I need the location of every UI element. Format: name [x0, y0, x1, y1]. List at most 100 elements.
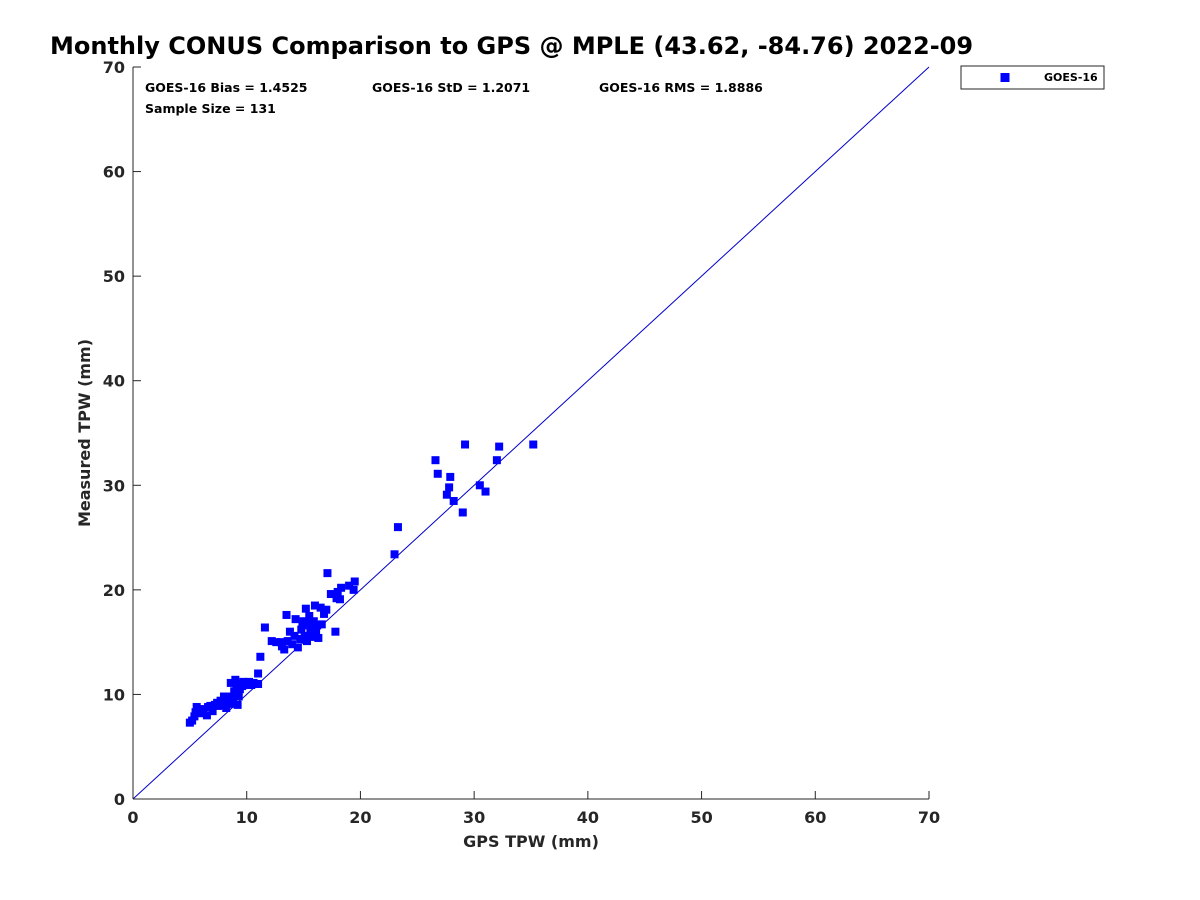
data-point	[335, 595, 344, 604]
data-point	[495, 442, 504, 451]
data-point	[214, 701, 223, 710]
data-point	[309, 617, 318, 626]
data-point	[313, 621, 322, 630]
y-tick-label: 70	[103, 58, 125, 77]
data-point	[216, 696, 225, 705]
data-point	[446, 472, 455, 481]
y-tick-label: 0	[114, 790, 125, 809]
data-point	[256, 652, 265, 661]
data-point	[199, 705, 208, 714]
legend: GOES-16	[960, 65, 1105, 90]
std-annotation: GOES-16 StD = 1.2071	[372, 80, 530, 95]
x-tick-label: 70	[918, 808, 940, 827]
x-tick-label: 60	[804, 808, 826, 827]
data-point	[433, 469, 442, 478]
x-axis-label: GPS TPW (mm)	[463, 832, 599, 851]
data-point	[308, 623, 317, 632]
y-axis-ticks: 0 10 20 30 40 50 60 70	[103, 58, 141, 809]
data-point	[229, 697, 238, 706]
x-tick-label: 20	[349, 808, 371, 827]
y-tick-label: 50	[103, 267, 125, 286]
data-point	[190, 712, 199, 721]
x-axis-ticks: 0 10 20 30 40 50 60 70	[127, 791, 940, 827]
data-point	[299, 617, 308, 626]
data-point	[290, 631, 299, 640]
x-tick-label: 40	[577, 808, 599, 827]
data-point	[320, 609, 329, 618]
data-point	[227, 692, 236, 701]
data-point	[206, 701, 215, 710]
data-point	[297, 625, 306, 634]
data-point	[300, 631, 309, 640]
data-point	[322, 605, 331, 614]
data-point	[314, 633, 323, 642]
legend-marker-goes-16	[1000, 73, 1010, 82]
data-point	[393, 523, 402, 532]
data-point	[390, 550, 399, 559]
data-point	[260, 623, 269, 632]
data-point	[282, 610, 291, 619]
sample-size-annotation: Sample Size = 131	[145, 101, 276, 116]
data-point	[349, 585, 358, 594]
data-point	[202, 711, 211, 720]
x-tick-label: 50	[690, 808, 712, 827]
data-point	[326, 590, 335, 599]
x-tick-label: 10	[236, 808, 258, 827]
data-point	[280, 645, 289, 654]
data-point	[272, 638, 281, 647]
data-point	[254, 679, 263, 688]
rms-annotation: GOES-16 RMS = 1.8886	[599, 80, 763, 95]
data-point	[475, 481, 484, 490]
data-point	[233, 700, 242, 709]
data-point	[317, 620, 326, 629]
data-point	[208, 707, 217, 716]
data-point	[323, 569, 332, 578]
chart-title: Monthly CONUS Comparison to GPS @ MPLE (…	[50, 32, 973, 60]
bias-annotation: GOES-16 Bias = 1.4525	[145, 80, 307, 95]
data-point	[305, 612, 314, 620]
legend-label-goes-16: GOES-16	[1044, 71, 1098, 84]
data-point	[529, 440, 538, 449]
data-point	[197, 709, 206, 718]
data-point	[296, 635, 305, 644]
y-tick-label: 20	[103, 581, 125, 600]
data-point	[223, 695, 232, 704]
y-tick-label: 30	[103, 476, 125, 495]
data-point	[307, 632, 316, 641]
y-tick-label: 10	[103, 685, 125, 704]
data-point	[445, 483, 454, 492]
data-point	[350, 577, 359, 586]
legend-box	[960, 65, 1105, 90]
data-point	[461, 440, 470, 449]
data-point	[276, 638, 285, 647]
data-point	[226, 678, 235, 687]
data-point	[431, 456, 440, 465]
data-point	[312, 628, 321, 637]
y-tick-label: 40	[103, 372, 125, 391]
identity-line-segment	[132, 66, 930, 800]
data-point	[333, 587, 342, 596]
data-point	[288, 640, 297, 649]
identity-line	[132, 66, 930, 800]
data-point	[345, 581, 354, 590]
data-point	[449, 496, 458, 505]
data-point	[231, 675, 240, 684]
data-point	[337, 583, 346, 592]
data-point	[481, 487, 490, 496]
data-point	[291, 615, 300, 624]
x-tick-label: 0	[127, 808, 138, 827]
y-axis-label: Measured TPW (mm)	[75, 339, 94, 527]
axes	[132, 67, 929, 800]
data-point	[331, 627, 340, 636]
data-point	[230, 687, 239, 696]
data-point	[267, 637, 276, 646]
data-point	[254, 669, 263, 678]
data-point	[188, 716, 197, 725]
data-point	[310, 601, 319, 610]
data-point	[304, 619, 313, 628]
y-tick-label: 60	[103, 163, 125, 182]
data-point	[298, 621, 307, 630]
data-point	[293, 643, 302, 652]
data-point	[302, 637, 311, 646]
